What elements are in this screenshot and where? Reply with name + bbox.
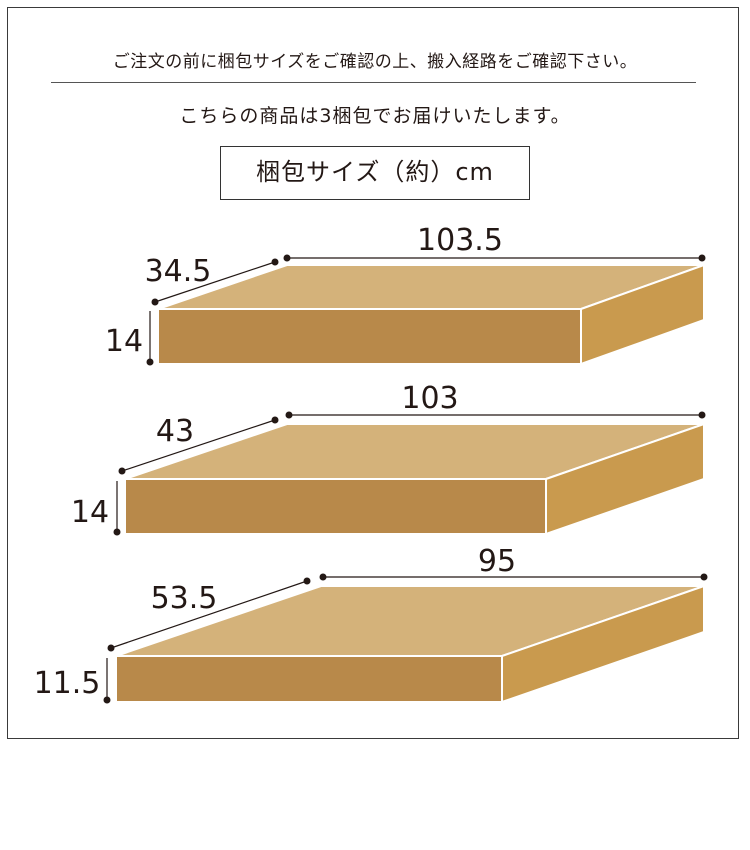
package-3-width-dimension-dot bbox=[319, 573, 327, 581]
package-3-height-label: 11.5 bbox=[34, 666, 101, 701]
package-2-width-label: 103 bbox=[401, 381, 458, 416]
package-1-width-dimension-dot bbox=[698, 254, 706, 262]
package-1-width-dimension-dot bbox=[283, 254, 291, 262]
package-2-depth-label: 43 bbox=[156, 414, 194, 449]
package-3-width-dimension-dot bbox=[700, 573, 708, 581]
content-frame bbox=[7, 7, 739, 739]
package-1-depth-dimension-dot bbox=[151, 298, 159, 306]
package-3-depth-dimension-line bbox=[110, 580, 308, 649]
package-1-front-face bbox=[157, 308, 582, 365]
package-2-height-dimension-dot bbox=[113, 528, 121, 536]
package-2-width-dimension-dot bbox=[698, 411, 706, 419]
package-count-note: こちらの商品は3梱包でお届けいたします。 bbox=[179, 105, 571, 127]
package-3-depth-label: 53.5 bbox=[151, 581, 218, 616]
package-2: 103 43 14 bbox=[71, 381, 706, 536]
package-1: 103.5 34.5 14 bbox=[105, 223, 706, 366]
package-3: 95 53.5 11.5 bbox=[34, 544, 708, 704]
package-2-depth-dimension-line bbox=[121, 419, 276, 472]
package-3-depth-dimension-dot bbox=[107, 644, 115, 652]
delivery-notice: ご注文の前に梱包サイズをご確認の上、搬入経路をご確認下さい。 bbox=[112, 52, 638, 72]
package-3-height-dimension-dot bbox=[103, 696, 111, 704]
package-1-height-dimension-dot bbox=[146, 358, 154, 366]
package-2-height-label: 14 bbox=[71, 495, 109, 530]
divider bbox=[51, 82, 696, 83]
package-1-depth-label: 34.5 bbox=[145, 254, 212, 289]
package-3-width-label: 95 bbox=[478, 544, 516, 579]
package-3-front-face bbox=[115, 655, 503, 703]
package-2-front-face bbox=[124, 478, 547, 535]
package-3-depth-dimension-dot bbox=[303, 577, 311, 585]
package-2-depth-dimension-dot bbox=[271, 416, 279, 424]
package-2-depth-dimension-dot bbox=[118, 467, 126, 475]
package-1-height-label: 14 bbox=[105, 324, 143, 359]
package-2-width-dimension-dot bbox=[285, 411, 293, 419]
package-1-depth-dimension-dot bbox=[271, 258, 279, 266]
size-title: 梱包サイズ（約）cm bbox=[220, 146, 530, 200]
package-1-width-label: 103.5 bbox=[417, 223, 503, 258]
package-1-depth-dimension-line bbox=[154, 261, 276, 303]
